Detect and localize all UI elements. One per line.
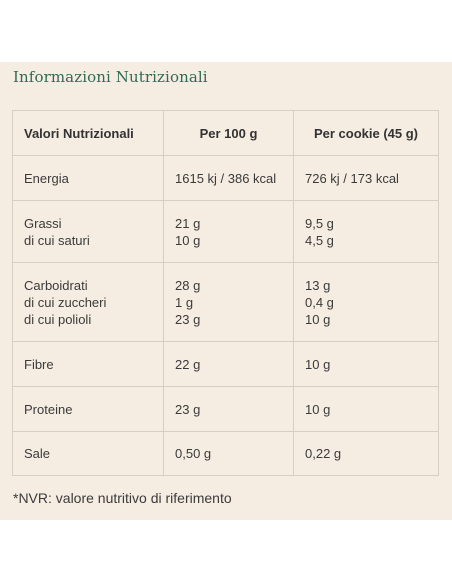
header-nutritional-values: Valori Nutrizionali	[12, 110, 164, 156]
per100-cell: 0,50 g	[163, 431, 294, 476]
percookie-value: 13 g	[305, 277, 331, 293]
per100-value: 22 g	[175, 356, 201, 372]
table-row-energy: Energia 1615 kj / 386 kcal 726 kj / 173 …	[12, 155, 439, 201]
percookie-value: 0,22 g	[305, 446, 342, 461]
percookie-cell: 13 g 0,4 g 10 g	[293, 262, 439, 342]
percookie-value: 10 g	[305, 311, 331, 327]
row-sublabel: di cui polioli	[24, 311, 92, 327]
row-sublabel: di cui zuccheri	[24, 294, 107, 310]
section-title: Informazioni Nutrizionali	[13, 68, 208, 86]
per100-value: 10 g	[175, 232, 201, 248]
per100-value: 0,50 g	[175, 446, 212, 461]
row-label: Energia	[24, 170, 69, 186]
row-label-cell: Grassi di cui saturi	[12, 200, 164, 263]
per100-value: 1615 kj / 386 kcal	[175, 170, 277, 186]
per100-cell: 28 g 1 g 23 g	[163, 262, 294, 342]
header-per-cookie: Per cookie (45 g)	[293, 110, 439, 156]
table-header-row: Valori Nutrizionali Per 100 g Per cookie…	[12, 110, 439, 156]
per100-cell: 22 g	[163, 341, 294, 387]
percookie-cell: 10 g	[293, 341, 439, 387]
per100-value: 1 g	[175, 294, 194, 310]
per100-cell: 1615 kj / 386 kcal	[163, 155, 294, 201]
percookie-cell: 9,5 g 4,5 g	[293, 200, 439, 263]
percookie-value: 10 g	[305, 401, 331, 417]
table-row-fibre: Fibre 22 g 10 g	[12, 341, 439, 387]
percookie-cell: 0,22 g	[293, 431, 439, 476]
row-label: Sale	[24, 446, 51, 461]
per100-value: 23 g	[175, 311, 201, 327]
row-sublabel: di cui saturi	[24, 232, 90, 248]
table-row-salt: Sale 0,50 g 0,22 g	[12, 431, 439, 476]
percookie-value: 726 kj / 173 kcal	[305, 170, 399, 186]
header-per-100g: Per 100 g	[163, 110, 294, 156]
per100-value: 21 g	[175, 215, 201, 231]
table-row-protein: Proteine 23 g 10 g	[12, 386, 439, 432]
row-label-cell: Proteine	[12, 386, 164, 432]
per100-cell: 23 g	[163, 386, 294, 432]
row-label: Grassi	[24, 215, 62, 231]
table-row-carbs: Carboidrati di cui zuccheri di cui polio…	[12, 262, 439, 342]
row-label: Fibre	[24, 356, 54, 372]
percookie-value: 4,5 g	[305, 232, 334, 248]
percookie-value: 9,5 g	[305, 215, 334, 231]
footnote: *NVR: valore nutritivo di riferimento	[13, 490, 232, 506]
percookie-cell: 10 g	[293, 386, 439, 432]
row-label-cell: Fibre	[12, 341, 164, 387]
per100-cell: 21 g 10 g	[163, 200, 294, 263]
percookie-value: 0,4 g	[305, 294, 334, 310]
row-label-cell: Carboidrati di cui zuccheri di cui polio…	[12, 262, 164, 342]
nutrition-table: Valori Nutrizionali Per 100 g Per cookie…	[12, 110, 439, 476]
percookie-value: 10 g	[305, 356, 331, 372]
percookie-cell: 726 kj / 173 kcal	[293, 155, 439, 201]
row-label-cell: Sale	[12, 431, 164, 476]
per100-value: 28 g	[175, 277, 201, 293]
row-label: Carboidrati	[24, 277, 88, 293]
row-label-cell: Energia	[12, 155, 164, 201]
table-row-fats: Grassi di cui saturi 21 g 10 g 9,5 g 4,5…	[12, 200, 439, 263]
per100-value: 23 g	[175, 401, 201, 417]
row-label: Proteine	[24, 401, 73, 417]
